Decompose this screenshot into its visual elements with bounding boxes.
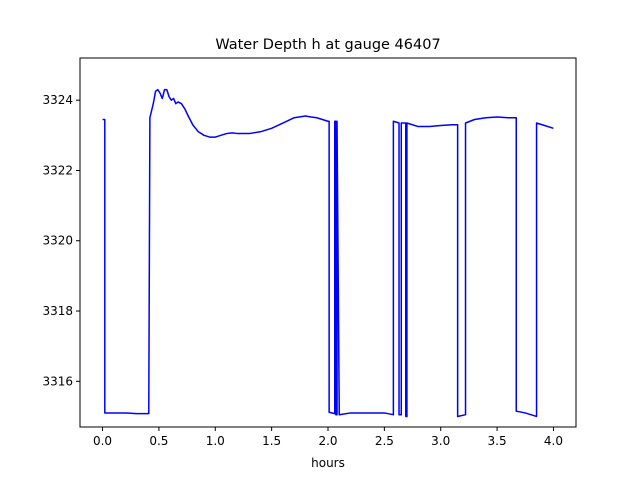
chart-title: Water Depth h at gauge 46407 (215, 37, 440, 53)
y-tick-label: 3322 (42, 163, 73, 177)
series-group (102, 88, 554, 418)
y-tick-label: 3316 (42, 374, 73, 388)
x-tick-label: 4.0 (544, 434, 563, 448)
x-tick-label: 0.0 (93, 434, 112, 448)
x-tick-label: 3.0 (431, 434, 450, 448)
y-tick-label: 3320 (42, 234, 73, 248)
y-tick-label: 3324 (42, 93, 73, 107)
x-tick-label: 3.5 (488, 434, 507, 448)
x-tick-label: 0.5 (149, 434, 168, 448)
x-axis-label: hours (311, 456, 345, 470)
x-tick-label: 2.0 (318, 434, 337, 448)
x-tick-label: 1.0 (206, 434, 225, 448)
y-axis: 3316 3318 3320 3322 3324 (42, 93, 80, 388)
series-line-0 (102, 88, 554, 418)
x-axis: 0.0 0.5 1.0 1.5 2.0 2.5 3.0 3.5 4.0 (93, 427, 563, 448)
x-tick-label: 1.5 (262, 434, 281, 448)
y-tick-label: 3318 (42, 304, 73, 318)
x-tick-label: 2.5 (375, 434, 394, 448)
